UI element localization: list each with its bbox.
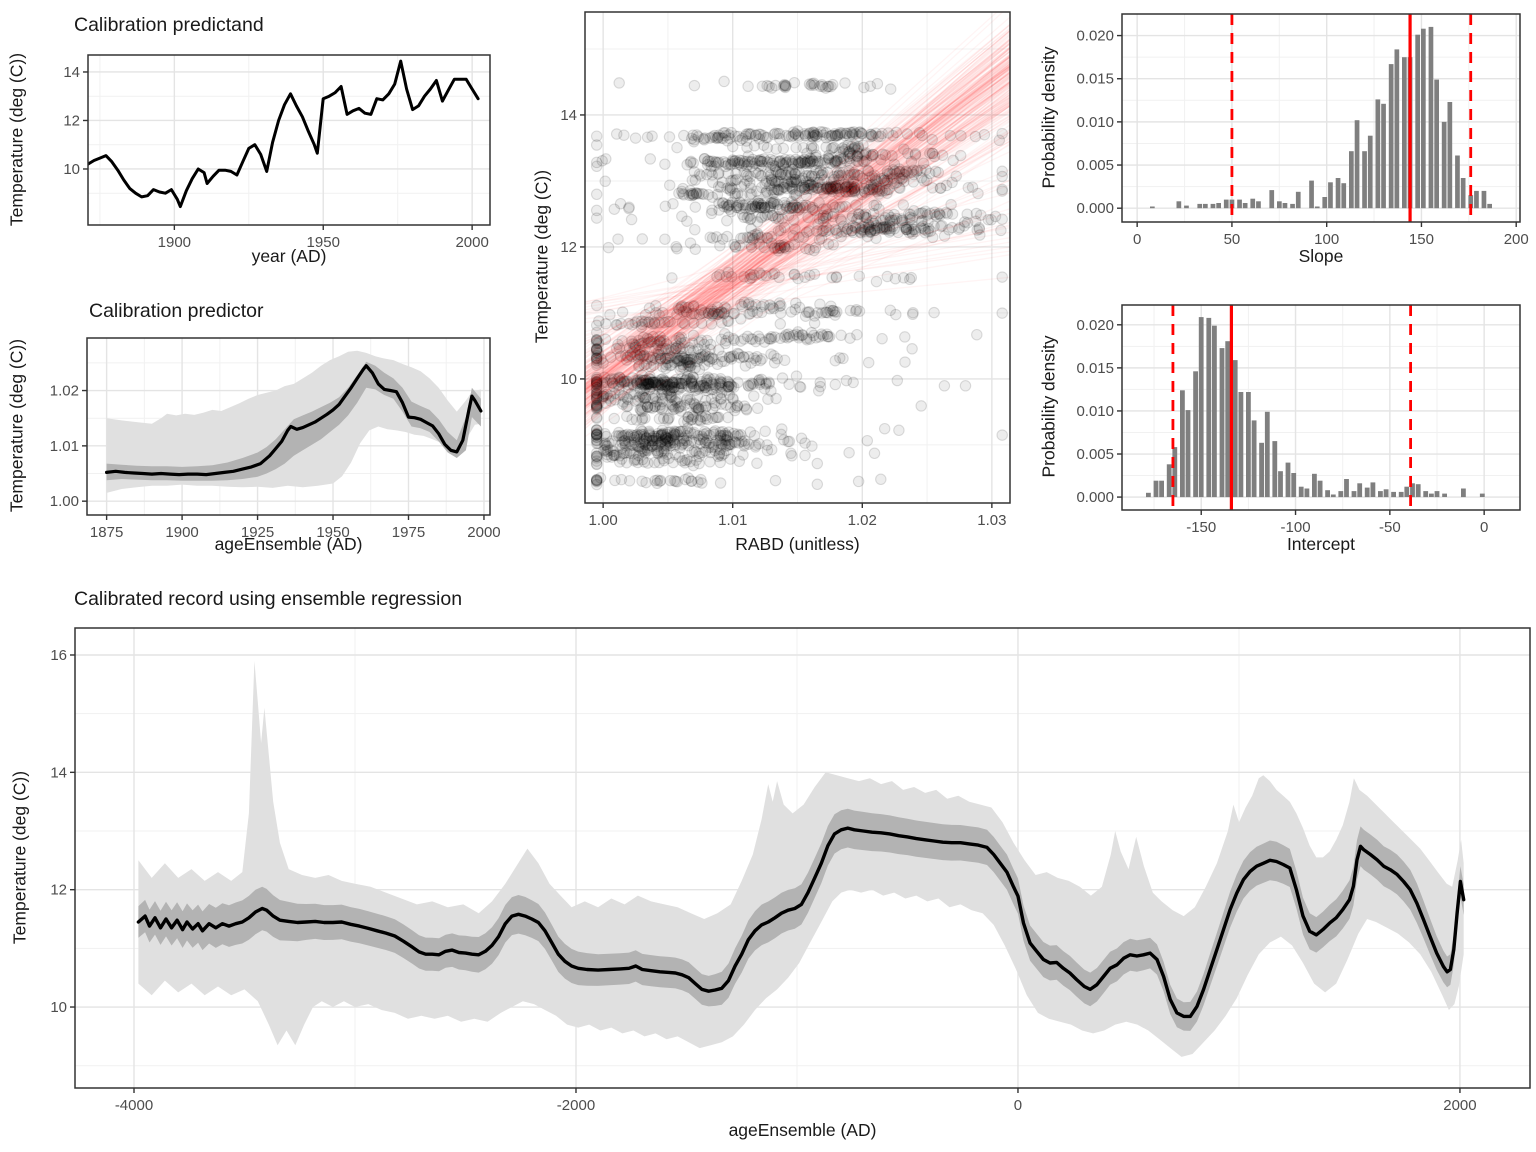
svg-text:1950: 1950 (316, 524, 349, 541)
ensemble-regression-lines (585, 12, 1010, 438)
calibration-scatter-panel: 1.00 1.01 1.02 1.03 10 12 14 (560, 11, 1011, 529)
slope-histogram-panel-border (1121, 13, 1521, 223)
predictor-panel: 1875 1900 1925 1950 1975 2000 1.00 1.01 1.02 (50, 337, 501, 541)
svg-text:12: 12 (63, 112, 80, 129)
svg-text:1.00: 1.00 (589, 512, 618, 529)
svg-text:0.020: 0.020 (1076, 317, 1114, 334)
svg-text:1975: 1975 (392, 524, 425, 541)
slope-histogram-x-axis-title: Slope (1298, 246, 1344, 266)
predictand-x-axis-title: year (AD) (251, 246, 327, 266)
svg-text:1.00: 1.00 (50, 493, 79, 510)
predictor-panel-border (86, 337, 491, 516)
svg-text:0.000: 0.000 (1076, 489, 1114, 506)
svg-text:-2000: -2000 (557, 1097, 595, 1114)
calibrated-record-panel: -4000 -2000 0 2000 10 12 14 16 (50, 627, 1531, 1114)
predictor-x-axis-title: ageEnsemble (AD) (214, 534, 363, 554)
calibrated-record-x-axis-title: ageEnsemble (AD) (728, 1120, 877, 1140)
svg-text:1900: 1900 (158, 234, 191, 251)
calibration-scatter-gridlines (585, 12, 1010, 503)
intercept-histogram-bars (1146, 317, 1485, 498)
predictand-line (88, 59, 480, 209)
svg-text:2000: 2000 (1443, 1097, 1476, 1114)
svg-text:16: 16 (50, 647, 67, 664)
calibrated-record-inner-band (138, 808, 1464, 1031)
svg-text:0.010: 0.010 (1076, 403, 1114, 420)
slope-histogram-content (1150, 14, 1492, 222)
predictand-axis-ticks: 1900 1950 2000 10 12 14 (63, 64, 489, 251)
svg-text:0.005: 0.005 (1076, 446, 1114, 463)
svg-text:0.015: 0.015 (1076, 360, 1114, 377)
calibration-scatter-content (585, 12, 1010, 491)
svg-text:-4000: -4000 (115, 1097, 153, 1114)
predictand-panel-border (87, 54, 491, 226)
calibrated-record-axis-ticks: -4000 -2000 0 2000 10 12 14 16 (50, 647, 1476, 1114)
svg-text:10: 10 (560, 371, 577, 388)
intercept-histogram-panel-border (1121, 304, 1521, 511)
intercept-histogram-y-axis-title: Probability density (1038, 335, 1059, 478)
calibrated-record-panel-border (74, 627, 1531, 1089)
intercept-histogram-content (1146, 305, 1485, 510)
svg-text:1.02: 1.02 (848, 512, 877, 529)
calibration-scatter-axis-ticks: 1.00 1.01 1.02 1.03 10 12 14 (560, 107, 1006, 529)
svg-text:10: 10 (50, 999, 67, 1016)
svg-text:12: 12 (560, 239, 577, 256)
calibrated-record-y-axis-title: Temperature (deg (C)) (9, 770, 30, 945)
svg-text:0.005: 0.005 (1076, 157, 1114, 174)
slope-histogram-y-axis-title: Probability density (1038, 46, 1059, 189)
calibrated-record-content (136, 660, 1466, 1057)
calibration-scatter-panel-border (584, 11, 1011, 504)
svg-text:14: 14 (63, 64, 80, 81)
slope-histogram-gridlines (1122, 14, 1520, 222)
svg-text:1950: 1950 (307, 234, 340, 251)
predictor-y-axis-title: Temperature (deg (C)) (6, 338, 27, 513)
predictand-y-axis-title: Temperature (deg (C)) (6, 52, 27, 227)
svg-text:2000: 2000 (455, 234, 488, 251)
svg-text:12: 12 (50, 882, 67, 899)
scatter-x-axis-title: RABD (unitless) (735, 534, 860, 554)
predictor-mean-line (104, 364, 483, 477)
slope-histogram-bars (1150, 26, 1492, 209)
svg-text:1.02: 1.02 (50, 383, 79, 400)
svg-text:0.010: 0.010 (1076, 114, 1114, 131)
svg-text:1.01: 1.01 (718, 512, 747, 529)
calibrated-record-mean-line (136, 826, 1466, 1019)
predictand-content (88, 59, 480, 209)
svg-text:0.020: 0.020 (1076, 28, 1114, 45)
svg-text:0.015: 0.015 (1076, 71, 1114, 88)
predictor-axis-ticks: 1875 1900 1925 1950 1975 2000 1.00 1.01 1.02 (50, 383, 501, 541)
predictand-panel: 1900 1950 2000 10 12 14 (63, 54, 491, 251)
svg-text:0.000: 0.000 (1076, 200, 1114, 217)
svg-text:0: 0 (1014, 1097, 1022, 1114)
scatter-points (590, 75, 1008, 491)
svg-text:14: 14 (50, 764, 67, 781)
svg-text:1925: 1925 (241, 524, 274, 541)
predictor-content (104, 350, 483, 493)
svg-text:1900: 1900 (165, 524, 198, 541)
scatter-y-axis-title: Temperature (deg (C)) (531, 169, 552, 344)
predictand-title: Calibration predictand (74, 14, 264, 36)
calibrated-record-title: Calibrated record using ensemble regress… (74, 588, 463, 610)
svg-text:1.03: 1.03 (977, 512, 1006, 529)
svg-text:14: 14 (560, 107, 577, 124)
intercept-histogram-x-axis-title: Intercept (1286, 534, 1356, 554)
svg-text:1.01: 1.01 (50, 438, 79, 455)
svg-text:2000: 2000 (467, 524, 500, 541)
predictor-title: Calibration predictor (89, 300, 264, 322)
svg-text:10: 10 (63, 161, 80, 178)
svg-text:1875: 1875 (90, 524, 123, 541)
